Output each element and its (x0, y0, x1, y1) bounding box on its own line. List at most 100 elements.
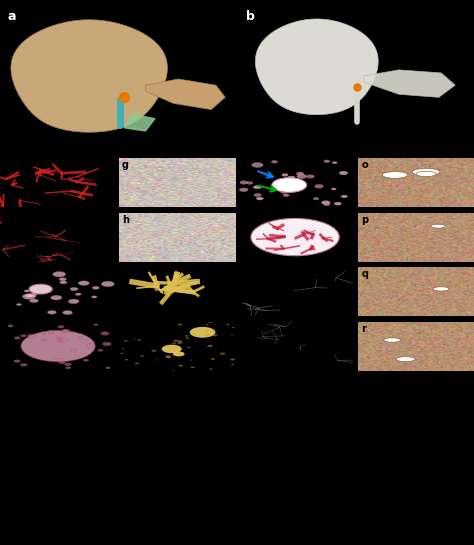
Text: a: a (7, 10, 16, 23)
Circle shape (177, 324, 182, 325)
Circle shape (49, 333, 54, 335)
Circle shape (105, 367, 110, 369)
Polygon shape (364, 70, 455, 98)
Circle shape (190, 360, 192, 361)
Circle shape (102, 342, 111, 346)
Circle shape (20, 364, 27, 366)
Circle shape (178, 365, 183, 367)
Circle shape (168, 349, 170, 350)
Circle shape (256, 197, 264, 200)
Polygon shape (11, 20, 167, 132)
Circle shape (307, 175, 314, 178)
Circle shape (212, 334, 218, 336)
Circle shape (61, 329, 70, 332)
Circle shape (59, 339, 68, 342)
Circle shape (29, 284, 52, 294)
Circle shape (140, 355, 144, 357)
Circle shape (92, 286, 100, 289)
Ellipse shape (384, 338, 401, 342)
Circle shape (173, 352, 184, 356)
Circle shape (162, 344, 182, 353)
Text: m: m (240, 269, 250, 279)
Circle shape (231, 364, 234, 365)
Circle shape (210, 358, 215, 360)
Circle shape (14, 360, 20, 362)
Text: j: j (122, 324, 126, 334)
Text: r: r (362, 324, 366, 334)
Circle shape (219, 353, 226, 355)
Circle shape (59, 361, 66, 364)
Text: k: k (240, 160, 247, 170)
Circle shape (254, 193, 262, 197)
Circle shape (53, 271, 66, 277)
Circle shape (94, 324, 98, 326)
Circle shape (47, 311, 56, 314)
Circle shape (247, 181, 253, 184)
Circle shape (78, 281, 90, 286)
Circle shape (209, 368, 213, 370)
Circle shape (185, 335, 189, 337)
Circle shape (83, 359, 89, 361)
Circle shape (208, 321, 212, 323)
Circle shape (166, 356, 171, 359)
Circle shape (296, 172, 304, 175)
Circle shape (42, 334, 46, 335)
Circle shape (32, 292, 38, 295)
Circle shape (282, 173, 288, 176)
Circle shape (253, 185, 261, 189)
Circle shape (58, 325, 64, 328)
Circle shape (135, 362, 139, 365)
Circle shape (29, 299, 38, 302)
Text: b: b (246, 10, 255, 23)
Circle shape (125, 359, 128, 360)
Circle shape (101, 281, 114, 287)
Text: i: i (122, 269, 126, 279)
Circle shape (78, 336, 83, 338)
Circle shape (191, 366, 195, 368)
Circle shape (232, 327, 235, 328)
Circle shape (324, 203, 330, 206)
Circle shape (70, 349, 77, 352)
Circle shape (315, 184, 323, 188)
Circle shape (240, 181, 248, 184)
Circle shape (86, 344, 95, 348)
Ellipse shape (431, 224, 446, 228)
Circle shape (339, 171, 348, 175)
Ellipse shape (433, 287, 449, 291)
Circle shape (165, 355, 171, 358)
Text: f: f (3, 324, 8, 334)
Circle shape (177, 342, 182, 344)
Circle shape (75, 293, 82, 295)
Polygon shape (255, 19, 378, 114)
Circle shape (56, 337, 61, 339)
Circle shape (54, 358, 62, 362)
Circle shape (251, 219, 339, 256)
Text: q: q (362, 269, 368, 279)
Circle shape (206, 330, 209, 332)
Circle shape (172, 370, 174, 371)
Circle shape (190, 327, 216, 338)
Circle shape (271, 160, 278, 163)
Text: n: n (240, 324, 247, 334)
Circle shape (252, 162, 263, 167)
Circle shape (206, 324, 209, 325)
Circle shape (207, 345, 213, 347)
Circle shape (101, 332, 109, 335)
Circle shape (152, 350, 156, 352)
Circle shape (21, 330, 95, 362)
Circle shape (321, 201, 330, 204)
Circle shape (137, 340, 141, 341)
Circle shape (297, 174, 307, 179)
Circle shape (120, 353, 124, 354)
Circle shape (63, 330, 69, 332)
Circle shape (58, 339, 64, 341)
Circle shape (134, 339, 136, 340)
Circle shape (68, 299, 79, 304)
Text: l: l (240, 215, 244, 225)
Circle shape (60, 281, 67, 284)
Polygon shape (124, 114, 155, 131)
Circle shape (70, 287, 78, 290)
Circle shape (124, 340, 128, 342)
Circle shape (24, 290, 29, 292)
Circle shape (178, 340, 182, 342)
